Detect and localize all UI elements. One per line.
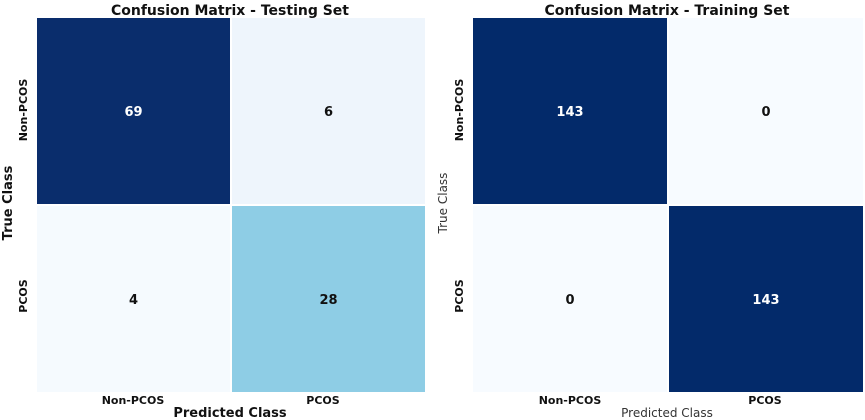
testing-cell-non-pcos-non-pcos	[37, 18, 230, 204]
testing-y-tick-pcos: PCOS	[17, 279, 30, 312]
training-cell-pcos-pcos	[669, 206, 863, 392]
testing-set-chart: Confusion Matrix - Testing Set 69 6 4 28 No…	[1, 3, 425, 420]
training-cell-non-pcos-non-pcos	[473, 18, 667, 204]
testing-cell-non-pcos-pcos	[232, 18, 425, 204]
testing-y-tick-non-pcos: Non-PCOS	[17, 79, 30, 142]
training-y-tick-non-pcos: Non-PCOS	[453, 79, 466, 142]
training-cell-value-non-pcos-pcos: 0	[761, 105, 770, 120]
testing-x-tick-non-pcos: Non-PCOS	[102, 394, 165, 407]
training-matrix-cells: 143 0 0 143	[473, 18, 863, 392]
testing-cell-value-pcos-non-pcos: 4	[129, 293, 138, 308]
training-cell-value-pcos-non-pcos: 0	[565, 293, 574, 308]
training-cell-value-pcos-pcos: 143	[752, 293, 779, 308]
testing-x-axis-label: Predicted Class	[173, 406, 287, 420]
training-x-axis-label: Predicted Class	[621, 406, 713, 420]
testing-y-axis-label: True Class	[1, 165, 16, 240]
training-x-tick-non-pcos: Non-PCOS	[539, 394, 602, 407]
training-y-axis-label: True Class	[436, 173, 450, 235]
testing-cell-pcos-non-pcos	[37, 206, 230, 392]
training-cell-pcos-non-pcos	[473, 206, 667, 392]
training-set-chart: Confusion Matrix - Training Set 143 00 143…	[436, 3, 863, 420]
training-cell-non-pcos-pcos	[669, 18, 863, 204]
testing-x-tick-pcos: PCOS	[306, 394, 339, 407]
testing-matrix-cells: 69 6 4 28	[37, 18, 425, 392]
training-y-tick-pcos: PCOS	[453, 279, 466, 312]
testing-chart-title: Confusion Matrix - Testing Set	[111, 3, 349, 19]
testing-cell-value-pcos-pcos: 28	[319, 293, 337, 308]
testing-cell-value-non-pcos-non-pcos: 69	[124, 105, 142, 120]
training-chart-title: Confusion Matrix - Training Set	[545, 3, 790, 19]
training-x-tick-pcos: PCOS	[748, 394, 781, 407]
testing-cell-value-non-pcos-pcos: 6	[324, 105, 333, 120]
testing-cell-pcos-pcos	[232, 206, 425, 392]
training-cell-value-non-pcos-non-pcos: 143	[556, 105, 583, 120]
